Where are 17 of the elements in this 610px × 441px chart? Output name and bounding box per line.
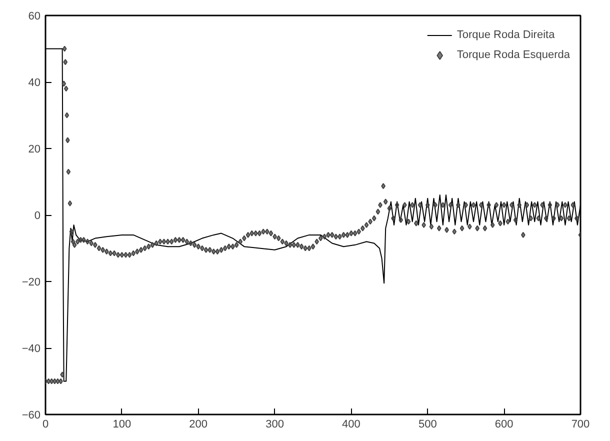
y-tick-label: 0 [34,210,41,222]
x-tick-label: 200 [189,418,208,430]
y-tick-label: 60 [28,10,41,22]
x-tick-label: 400 [342,418,360,430]
x-tick-label: 600 [494,418,514,430]
x-tick-label: 500 [418,418,437,430]
y-tick-label: −60 [22,410,41,422]
legend-label: Torque Roda Esquerda [456,48,570,62]
x-tick-label: 300 [266,418,284,430]
y-tick-label: −40 [22,343,41,355]
y-tick-label: 20 [28,144,41,156]
legend-label: Torque Roda Direita [456,28,555,42]
y-tick-label: −20 [22,276,41,288]
y-tick-label: 40 [28,77,41,89]
x-tick-label: 100 [112,418,132,430]
x-tick-label: 700 [571,418,590,430]
x-tick-label: 0 [42,418,49,430]
